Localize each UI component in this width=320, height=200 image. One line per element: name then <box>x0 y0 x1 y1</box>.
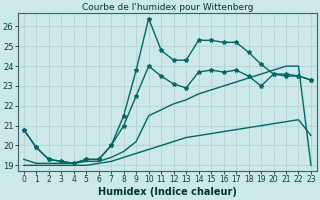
X-axis label: Humidex (Indice chaleur): Humidex (Indice chaleur) <box>98 187 237 197</box>
Title: Courbe de l'humidex pour Wittenberg: Courbe de l'humidex pour Wittenberg <box>82 3 253 12</box>
